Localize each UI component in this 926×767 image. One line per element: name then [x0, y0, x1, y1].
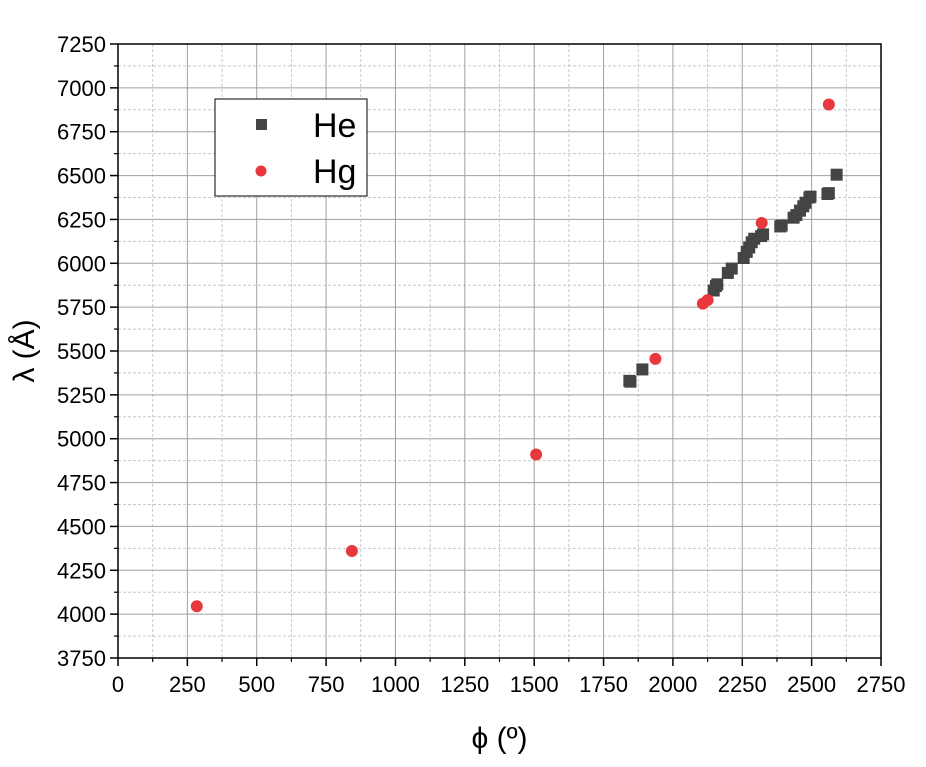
he-data-point [636, 363, 649, 376]
legend-he-label: He [313, 107, 356, 145]
hg-data-point [345, 544, 358, 557]
legend: He Hg [214, 98, 368, 197]
x-tick-label: 1250 [440, 672, 489, 697]
y-tick-label: 5250 [57, 383, 106, 408]
y-tick-label: 7250 [57, 32, 106, 57]
x-tick-label: 1750 [579, 672, 628, 697]
x-tick-label: 2000 [648, 672, 697, 697]
legend-he-marker [256, 119, 267, 130]
legend-hg-marker [255, 165, 267, 177]
x-tick-label: 2500 [787, 672, 836, 697]
x-tick-label: 2250 [718, 672, 767, 697]
axis-ticks [110, 43, 882, 666]
hg-data-point [755, 216, 768, 229]
hg-data-point [822, 98, 835, 111]
hg-data-point [649, 352, 662, 365]
y-tick-label: 5000 [57, 427, 106, 452]
y-tick-label: 6500 [57, 164, 106, 189]
y-tick-label: 7000 [57, 76, 106, 101]
y-tick-label: 4250 [57, 558, 106, 583]
x-tick-label: 2750 [857, 672, 906, 697]
x-tick-label: 0 [112, 672, 124, 697]
x-axis-title: ϕ (º) [471, 722, 527, 755]
hg-data-point [190, 600, 203, 613]
hg-data-point [701, 294, 714, 307]
x-tick-label: 500 [238, 672, 275, 697]
hg-data-point [530, 448, 543, 461]
y-tick-label: 4500 [57, 514, 106, 539]
he-data-point [624, 375, 637, 388]
he-data-point [822, 187, 835, 200]
y-axis-title: λ (Å) [8, 319, 41, 382]
he-data-point [775, 219, 788, 232]
series-layer [190, 98, 843, 613]
y-tick-label: 4000 [57, 602, 106, 627]
he-data-point [711, 278, 724, 291]
legend-hg-label: Hg [313, 153, 356, 191]
he-data-point [804, 190, 817, 203]
y-tick-labels: 3750 4000 4250 4500 4750 5000 5250 5500 5750 6000… [57, 32, 106, 671]
x-tick-label: 1500 [510, 672, 559, 697]
legend-box [214, 98, 368, 197]
x-tick-label: 250 [169, 672, 206, 697]
y-tick-label: 3750 [57, 646, 106, 671]
y-tick-label: 6750 [57, 120, 106, 145]
y-tick-label: 4750 [57, 471, 106, 496]
y-tick-label: 5750 [57, 295, 106, 320]
he-data-point [757, 228, 770, 241]
y-tick-label: 6000 [57, 251, 106, 276]
x-tick-label: 750 [308, 672, 345, 697]
y-tick-label: 5500 [57, 339, 106, 364]
he-data-point [725, 262, 738, 275]
x-tick-labels: 0 250 500 750 1000 1250 1500 1750 2000 2250 2500 27… [112, 672, 906, 697]
he-data-point [830, 168, 843, 181]
x-tick-label: 1000 [371, 672, 420, 697]
y-tick-label: 6250 [57, 207, 106, 232]
